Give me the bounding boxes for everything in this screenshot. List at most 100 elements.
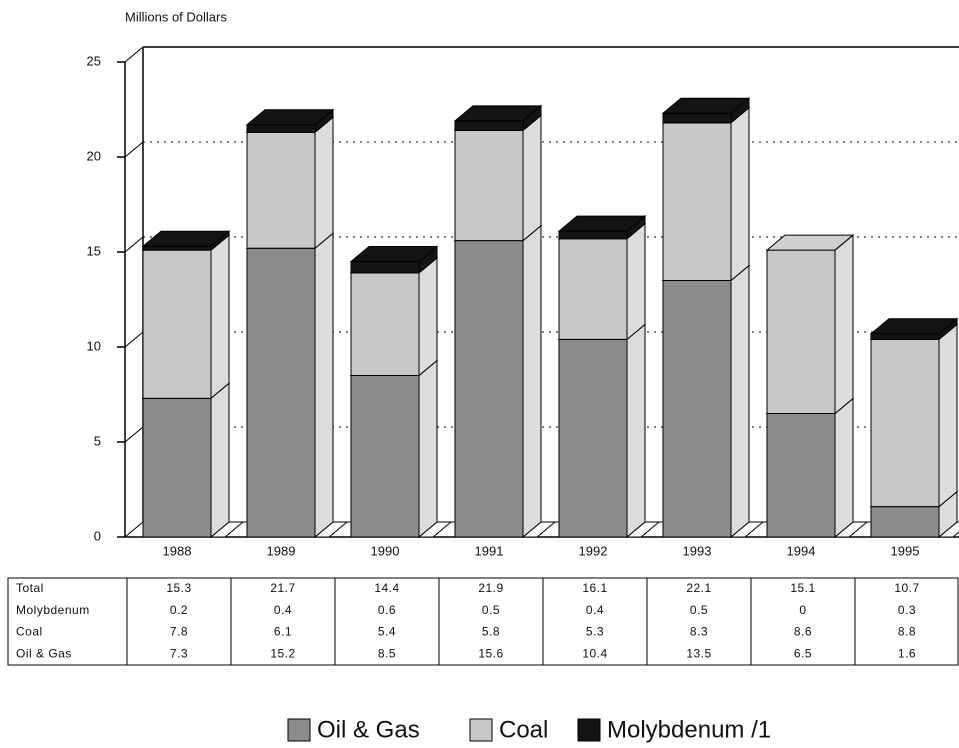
table-cell: 0.4 — [274, 603, 292, 617]
table-cell: 10.7 — [894, 581, 919, 595]
bar-top — [453, 105, 543, 122]
table-cell: 6.5 — [794, 646, 812, 660]
y-tick-label: 25 — [87, 53, 101, 68]
x-tick-label: 1991 — [475, 543, 504, 558]
table-cell: 5.4 — [378, 625, 396, 639]
table-cell: 22.1 — [686, 581, 711, 595]
bar-segment — [246, 247, 316, 538]
y-tick-label: 0 — [94, 528, 101, 543]
table-cell: 0.6 — [378, 603, 396, 617]
table-row-label: Molybdenum — [16, 603, 90, 617]
y-tick-label: 5 — [94, 433, 101, 448]
bar-segment — [142, 397, 212, 538]
bar-segment — [766, 249, 836, 414]
table-cell: 6.1 — [274, 625, 292, 639]
bar-side — [210, 234, 230, 400]
legend-label: Molybdenum /1 — [607, 716, 771, 743]
table-cell: 0.2 — [170, 603, 188, 617]
bar-side — [522, 224, 542, 539]
y-tick-depth — [124, 141, 144, 158]
bar-segment — [454, 240, 524, 538]
bar-side — [314, 232, 334, 539]
bar-side — [834, 234, 854, 415]
table-row-label: Oil & Gas — [16, 646, 72, 660]
table-cell: 0.4 — [586, 603, 604, 617]
bar-top — [557, 215, 647, 232]
bar-segment — [454, 129, 524, 242]
bar-side — [730, 264, 750, 539]
table-cell: 8.8 — [898, 625, 916, 639]
bar-segment — [142, 245, 212, 251]
bar-segment — [870, 506, 940, 538]
y-axis-label: Millions of Dollars — [125, 9, 227, 24]
table-cell: 15.6 — [478, 646, 503, 660]
y-tick-depth — [124, 426, 144, 443]
bar-side — [834, 234, 854, 251]
bar-top — [349, 246, 439, 262]
bar-side — [938, 323, 958, 508]
legend-swatch — [287, 718, 311, 742]
table-row-label: Coal — [16, 625, 43, 639]
x-tick-label: 1994 — [787, 543, 816, 558]
bar-top — [869, 318, 959, 335]
table-cell: 7.3 — [170, 646, 188, 660]
table-cell: 16.1 — [582, 581, 607, 595]
x-tick-label: 1993 — [683, 543, 712, 558]
bar-top — [661, 97, 751, 114]
table-cell: 8.6 — [794, 625, 812, 639]
y-tick-label: 10 — [87, 338, 101, 353]
y-tick-depth — [124, 331, 144, 348]
x-tick-label: 1995 — [891, 543, 920, 558]
bar-segment — [350, 375, 420, 538]
legend-swatch — [469, 718, 493, 742]
bar-side — [834, 397, 854, 539]
bar-segment — [662, 280, 732, 538]
bar-side — [418, 359, 438, 539]
legend-swatch — [577, 718, 601, 742]
legend-label: Coal — [499, 716, 548, 743]
bar-segment — [246, 131, 316, 249]
table-cell: 15.3 — [166, 581, 191, 595]
bar-top — [245, 109, 335, 126]
table-cell: 21.7 — [270, 581, 295, 595]
bar-top — [141, 230, 231, 247]
bar-segment — [558, 238, 628, 340]
y-tick-depth — [124, 521, 144, 538]
y-tick-label: 20 — [87, 148, 101, 163]
bar-side — [522, 114, 542, 242]
bar-side — [418, 256, 438, 377]
x-tick-label: 1990 — [371, 543, 400, 558]
table-cell: 10.4 — [582, 646, 607, 660]
table-cell: 15.1 — [790, 581, 815, 595]
bar-segment — [662, 122, 732, 281]
table-cell: 7.8 — [170, 625, 188, 639]
legend-label: Oil & Gas — [317, 716, 420, 743]
bar-side — [210, 382, 230, 539]
table-cell: 14.4 — [374, 581, 399, 595]
table-cell: 8.5 — [378, 646, 396, 660]
bar-segment — [350, 272, 420, 376]
bar-segment — [870, 338, 940, 508]
table-cell: 0 — [799, 603, 806, 617]
bar-segment — [246, 124, 316, 133]
x-tick-label: 1988 — [163, 543, 192, 558]
y-tick-depth — [124, 236, 144, 253]
bar-segment — [662, 112, 732, 124]
bar-segment — [870, 333, 940, 340]
bar-segment — [350, 261, 420, 274]
x-tick-label: 1989 — [267, 543, 296, 558]
bar-side — [730, 106, 750, 282]
y-tick-label: 15 — [87, 243, 101, 258]
y-tick-depth — [124, 46, 144, 63]
bar-segment — [142, 249, 212, 399]
table-cell: 5.3 — [586, 625, 604, 639]
bar-segment — [558, 338, 628, 538]
table-cell: 21.9 — [478, 581, 503, 595]
table-row-label: Total — [16, 581, 44, 595]
bar-segment — [766, 413, 836, 538]
bar-side — [314, 116, 334, 250]
table-cell: 1.6 — [898, 646, 916, 660]
table-cell: 5.8 — [482, 625, 500, 639]
bar-side — [626, 222, 646, 341]
